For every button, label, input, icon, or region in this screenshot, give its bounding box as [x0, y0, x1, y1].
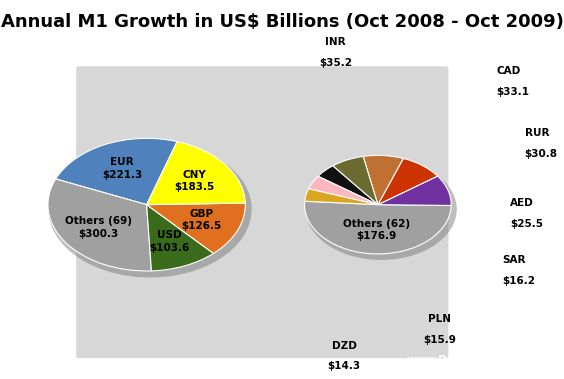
Wedge shape: [150, 144, 252, 209]
Wedge shape: [49, 183, 155, 277]
Text: $33.1: $33.1: [496, 87, 530, 97]
Text: Others (69)
$300.3: Others (69) $300.3: [65, 216, 131, 239]
Wedge shape: [147, 203, 245, 254]
Text: SAR: SAR: [502, 255, 526, 265]
Wedge shape: [381, 161, 443, 209]
Wedge shape: [150, 208, 252, 260]
Text: GBP
$126.5: GBP $126.5: [181, 209, 221, 232]
Text: $16.2: $16.2: [502, 276, 535, 286]
Wedge shape: [305, 189, 378, 205]
Wedge shape: [320, 169, 381, 209]
Wedge shape: [150, 209, 219, 277]
Wedge shape: [306, 193, 381, 209]
Text: RUR: RUR: [525, 128, 549, 138]
Text: EUR
$221.3: EUR $221.3: [102, 157, 142, 180]
Text: $15.9: $15.9: [424, 335, 456, 345]
Wedge shape: [56, 141, 182, 209]
Wedge shape: [306, 206, 457, 260]
Wedge shape: [366, 158, 407, 209]
Text: INR: INR: [325, 38, 346, 47]
Wedge shape: [147, 205, 214, 271]
FancyBboxPatch shape: [76, 66, 448, 358]
Text: PLN: PLN: [429, 314, 451, 324]
Wedge shape: [378, 158, 438, 205]
Text: Annual M1 Growth in US$ Billions (Oct 2008 - Oct 2009): Annual M1 Growth in US$ Billions (Oct 20…: [1, 13, 563, 31]
Text: www.DollarDaze.org: www.DollarDaze.org: [407, 356, 527, 365]
Text: Others (62)
$176.9: Others (62) $176.9: [343, 219, 410, 241]
Wedge shape: [56, 138, 177, 205]
Wedge shape: [309, 176, 378, 205]
Wedge shape: [378, 176, 451, 205]
Wedge shape: [381, 180, 457, 210]
Wedge shape: [147, 142, 245, 205]
Text: CAD: CAD: [496, 66, 521, 76]
Text: $14.3: $14.3: [328, 362, 360, 371]
Text: $25.5: $25.5: [510, 219, 544, 229]
Wedge shape: [305, 201, 451, 254]
Wedge shape: [335, 160, 381, 209]
Wedge shape: [318, 166, 378, 205]
Text: CNY
$183.5: CNY $183.5: [174, 170, 214, 192]
Text: USD
$103.6: USD $103.6: [149, 230, 190, 252]
Wedge shape: [48, 179, 152, 271]
Text: $35.2: $35.2: [319, 58, 352, 68]
Text: $30.8: $30.8: [525, 149, 558, 159]
Wedge shape: [310, 180, 381, 209]
Text: AED: AED: [510, 199, 534, 208]
Wedge shape: [333, 157, 378, 205]
Wedge shape: [363, 155, 403, 205]
Text: DZD: DZD: [332, 341, 356, 351]
